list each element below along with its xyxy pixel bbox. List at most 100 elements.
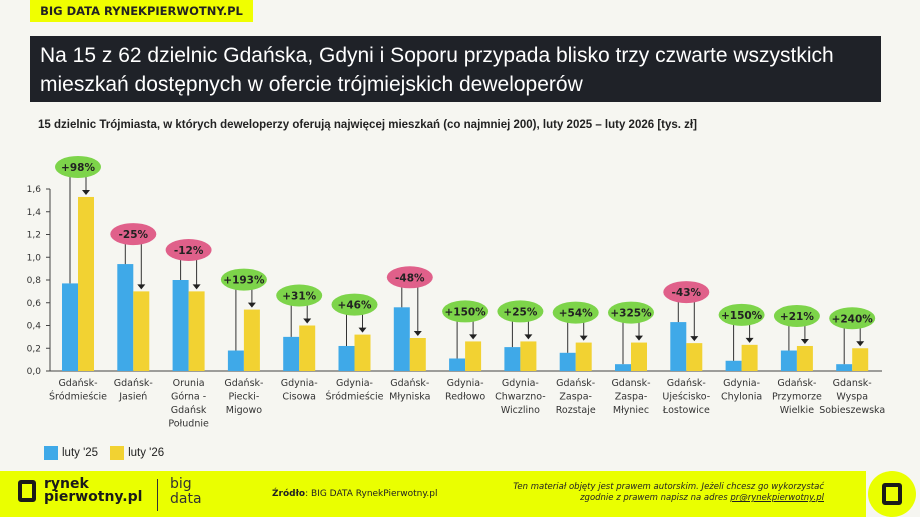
- change-label: -12%: [174, 245, 204, 257]
- y-tick-label: 0,2: [27, 344, 41, 354]
- change-label: +240%: [832, 313, 874, 325]
- category-label: Gdynia-: [447, 378, 484, 389]
- category-label: Orunia: [173, 378, 205, 389]
- bar-2026: [465, 341, 482, 371]
- page-title: Na 15 z 62 dzielnic Gdańska, Gdyni i Sop…: [30, 36, 881, 102]
- change-label: +325%: [610, 308, 652, 320]
- change-label: +21%: [780, 311, 814, 323]
- bar-2026: [243, 309, 260, 371]
- y-tick-label: 1,6: [27, 185, 42, 195]
- y-tick-label: 0,0: [27, 367, 42, 377]
- change-label: +150%: [444, 306, 486, 318]
- arrow-head-icon: [579, 335, 588, 341]
- change-badge: [165, 239, 212, 261]
- change-label: -25%: [119, 229, 149, 241]
- bar-2025: [393, 307, 410, 371]
- bar-2026: [631, 342, 647, 371]
- category-label: Zaspa-: [615, 392, 648, 403]
- brand-circle-icon: [868, 471, 916, 517]
- category-label: Gdynia-: [336, 378, 373, 389]
- category-label: Przymorze: [772, 392, 822, 403]
- category-label: Redłowo: [445, 392, 485, 403]
- arrow-head-icon: [413, 331, 422, 337]
- bar-2025: [504, 347, 521, 371]
- change-label: -48%: [395, 272, 425, 284]
- copyright-note: Ten materiał objęty jest prawem autorski…: [513, 482, 824, 503]
- category-label: Zaspa-: [559, 392, 592, 403]
- category-label: Gdansk-: [833, 378, 872, 389]
- category-label: Wiczlino: [501, 405, 540, 416]
- legend-label: luty '25: [62, 447, 99, 460]
- y-tick-label: 0,8: [27, 276, 42, 286]
- category-label: Chwarzno-: [495, 392, 546, 403]
- logo-text: pierwotny.pl: [44, 489, 143, 505]
- change-label: +98%: [61, 162, 95, 174]
- email-link[interactable]: pr@rynekpierwotny.pl: [730, 493, 824, 503]
- category-label: Śródmieście: [49, 391, 107, 403]
- bar-2026: [520, 341, 537, 371]
- legend-label: luty '26: [128, 447, 165, 460]
- change-badge: [608, 301, 654, 324]
- bar-2025: [670, 322, 687, 371]
- bar-2025: [117, 264, 134, 371]
- y-tick-label: 1,4: [27, 208, 42, 218]
- category-label: Górna -: [171, 392, 206, 403]
- chart-title: 15 dzielnic Trójmiasta, w których dewelo…: [38, 119, 697, 131]
- bar-2025: [615, 364, 631, 371]
- change-badge: [220, 268, 267, 291]
- change-label: +31%: [282, 291, 316, 303]
- change-label: +25%: [503, 306, 537, 318]
- legend-swatch-2026: [110, 446, 125, 460]
- bar-2025: [283, 336, 300, 371]
- arrow-head-icon: [137, 284, 146, 290]
- change-badge: [386, 266, 433, 289]
- category-label: Gdansk-: [611, 378, 650, 389]
- arrow-head-icon: [635, 335, 643, 341]
- category-label: Jasień: [118, 392, 147, 403]
- arrow-head-icon: [800, 338, 809, 344]
- change-label: -43%: [672, 287, 702, 299]
- change-badge: [497, 300, 544, 323]
- divider: [157, 479, 158, 511]
- category-label: Ujeścisko-: [662, 392, 710, 403]
- bar-2025: [559, 352, 576, 371]
- category-label: Gdańsk-: [58, 378, 97, 389]
- change-label: +193%: [223, 275, 265, 287]
- change-badge: [773, 304, 820, 327]
- bar-2025: [836, 364, 853, 371]
- category-label: Gdańsk: [171, 405, 207, 416]
- category-label: Gdańsk-: [777, 378, 816, 389]
- bar-chart: 0,0 0,2 0,4 0,6 0,8 1,0 1,2 1,4 1,6 +98% Gdańsk- Śr…: [27, 155, 885, 430]
- category-label: Łostowice: [662, 405, 710, 416]
- category-label: Młyniec: [613, 405, 649, 416]
- change-badge: [829, 307, 876, 330]
- bar-2026: [852, 348, 869, 371]
- category-label: Gdańsk-: [224, 378, 263, 389]
- bar-2025: [227, 350, 244, 371]
- legend-item-2025: luty '25: [44, 446, 98, 460]
- arrow-head-icon: [247, 302, 256, 308]
- arrow-head-icon: [303, 318, 312, 324]
- bar-2026: [741, 344, 758, 371]
- arrow-head-icon: [856, 341, 865, 347]
- change-badge: [110, 223, 157, 246]
- change-label: +54%: [559, 308, 593, 320]
- bar-2026: [78, 196, 94, 371]
- arrow-head-icon: [469, 334, 478, 340]
- change-badge: [552, 301, 599, 324]
- logo-text: rynek: [44, 476, 89, 492]
- change-badge: [55, 155, 101, 178]
- category-label: Młyniska: [389, 392, 430, 403]
- change-badge: [276, 284, 323, 307]
- y-tick-label: 0,4: [27, 322, 42, 332]
- bar-2026: [686, 343, 703, 371]
- legend-swatch-2025: [44, 446, 58, 460]
- category-label: Migowo: [226, 405, 262, 416]
- y-tick-label: 1,0: [27, 253, 42, 263]
- bar-2026: [575, 342, 592, 371]
- logo-square-icon: [18, 480, 36, 502]
- arrow-head-icon: [745, 337, 754, 343]
- y-tick-label: 0,6: [27, 299, 42, 309]
- arrow-head-icon: [524, 334, 533, 340]
- bigdata-logo: big data: [170, 476, 202, 507]
